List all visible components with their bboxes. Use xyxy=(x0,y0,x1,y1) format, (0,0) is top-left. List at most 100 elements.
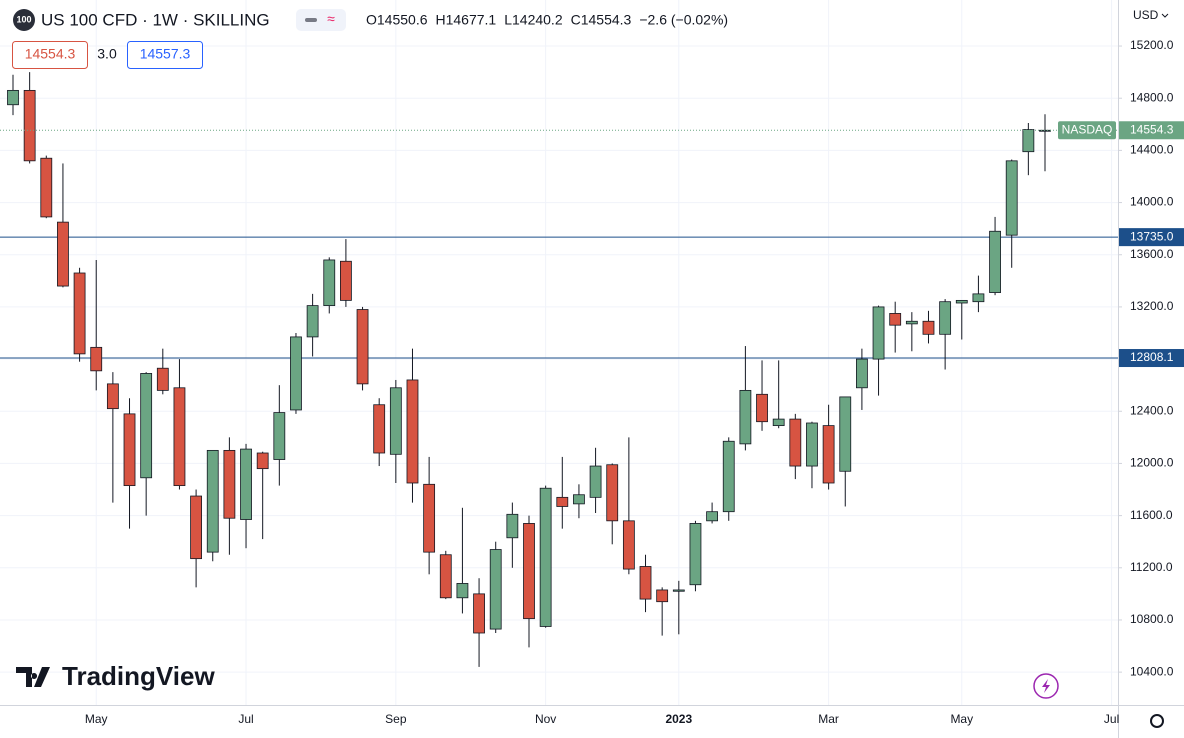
y-tick-label: 12000.0 xyxy=(1130,456,1174,470)
currency[interactable]: USD xyxy=(1133,8,1159,22)
candle-body xyxy=(656,589,669,603)
candle-body xyxy=(722,440,735,513)
events-icon[interactable] xyxy=(1033,673,1059,699)
candle-body xyxy=(523,523,535,620)
candle-body xyxy=(206,449,219,553)
candle-body xyxy=(989,230,1001,293)
y-tick-label: 14800.0 xyxy=(1130,90,1174,104)
candle-body xyxy=(190,495,202,560)
candle-body xyxy=(856,358,868,389)
candle-body xyxy=(356,309,369,385)
axes: 10400.0 10800.0 11200.0 11600.0 12000.0 12400… xyxy=(85,38,1184,726)
candle-body xyxy=(439,554,452,599)
y-tick-label: 11600.0 xyxy=(1130,508,1173,522)
settings-icon[interactable] xyxy=(1150,714,1164,728)
candle-body xyxy=(256,452,269,470)
y-tick-label: 13600.0 xyxy=(1130,247,1174,261)
compare-icon: ≈ xyxy=(327,11,335,27)
x-tick-label: May xyxy=(85,712,108,726)
candle-body xyxy=(306,305,319,338)
candle-body xyxy=(739,389,752,445)
candle-body xyxy=(323,259,336,307)
last-price-box xyxy=(1119,121,1184,140)
level-label-box xyxy=(1119,228,1184,247)
spread: 3.0 xyxy=(97,46,117,62)
candle-body xyxy=(972,293,985,303)
x-tick-label: May xyxy=(950,712,973,726)
indicator-buttons[interactable] xyxy=(296,9,346,31)
candle-body xyxy=(556,496,569,507)
level-label-box xyxy=(1119,349,1184,368)
candle-body xyxy=(140,373,153,479)
ohlc-value: O14550.6 xyxy=(366,12,428,28)
brand-name: TradingView xyxy=(62,661,215,691)
candle-body xyxy=(473,593,485,634)
candle-body xyxy=(756,393,768,423)
candle-body xyxy=(73,272,86,355)
series-name-box xyxy=(1058,121,1116,140)
y-tick-label: 10400.0 xyxy=(1130,664,1174,678)
buy-box[interactable] xyxy=(127,41,203,69)
ohlc-value: −2.6 (−0.02%) xyxy=(639,12,728,28)
y-tick-label: 14400.0 xyxy=(1130,143,1174,157)
candle-body xyxy=(789,418,802,467)
candle-body xyxy=(839,396,852,472)
candle-body xyxy=(456,583,469,599)
candle-body xyxy=(106,383,119,410)
candle-body xyxy=(1005,160,1018,236)
candle-body xyxy=(573,494,585,505)
candle-body xyxy=(223,449,236,519)
candle-body xyxy=(639,566,652,600)
candle-body xyxy=(340,260,352,301)
candle-body xyxy=(689,523,702,586)
buy-price: 14557.3 xyxy=(140,46,191,62)
candle-body xyxy=(706,511,718,522)
x-tick-label: Jul xyxy=(1104,712,1119,726)
y-tick-label: 15200.0 xyxy=(1130,38,1174,52)
candle-body xyxy=(123,413,136,487)
candle-body xyxy=(7,89,19,106)
lightning xyxy=(1042,679,1050,693)
candle-body xyxy=(489,549,502,630)
candle-body xyxy=(156,367,169,391)
sell-box[interactable] xyxy=(12,41,88,69)
candle-body xyxy=(672,589,685,592)
ohlc-value: L14240.2 xyxy=(504,12,563,28)
symbol-badge[interactable] xyxy=(13,9,35,31)
level-label: 12808.1 xyxy=(1130,350,1174,364)
candle-body xyxy=(822,425,835,484)
x-tick-label: Mar xyxy=(818,712,839,726)
candle-body xyxy=(939,301,952,335)
candle-body xyxy=(872,306,885,360)
candle-body xyxy=(606,464,619,522)
badge-text: 100 xyxy=(16,14,31,24)
candle-body xyxy=(173,387,186,487)
candle-body xyxy=(905,320,918,325)
candle-body xyxy=(1022,129,1035,153)
candle-body xyxy=(273,412,286,460)
symbol-title[interactable]: US 100 CFD · 1W · SKILLING xyxy=(41,10,270,29)
ohlc-value: C14554.3 xyxy=(571,12,632,28)
candle-body xyxy=(806,422,818,467)
sell-price: 14554.3 xyxy=(25,46,76,62)
x-tick-label: 2023 xyxy=(665,712,692,726)
candle-body xyxy=(23,89,36,162)
y-tick-label: 12400.0 xyxy=(1130,403,1174,417)
currency-caret xyxy=(1161,13,1169,18)
minus-icon xyxy=(305,18,317,22)
candle-body xyxy=(539,487,552,627)
x-tick-label: Nov xyxy=(535,712,556,726)
candle-body xyxy=(922,320,935,335)
x-tick-label: Sep xyxy=(385,712,407,726)
candle-body xyxy=(57,221,69,287)
candle-body xyxy=(772,418,785,427)
candle-body xyxy=(889,313,902,326)
candle-body xyxy=(290,336,302,411)
brand-logo xyxy=(16,667,50,687)
candle-body xyxy=(373,404,386,454)
x-tick-label: Jul xyxy=(238,712,253,726)
last-price-label: 14554.3 xyxy=(1130,122,1174,136)
y-tick-label: 10800.0 xyxy=(1130,612,1174,626)
